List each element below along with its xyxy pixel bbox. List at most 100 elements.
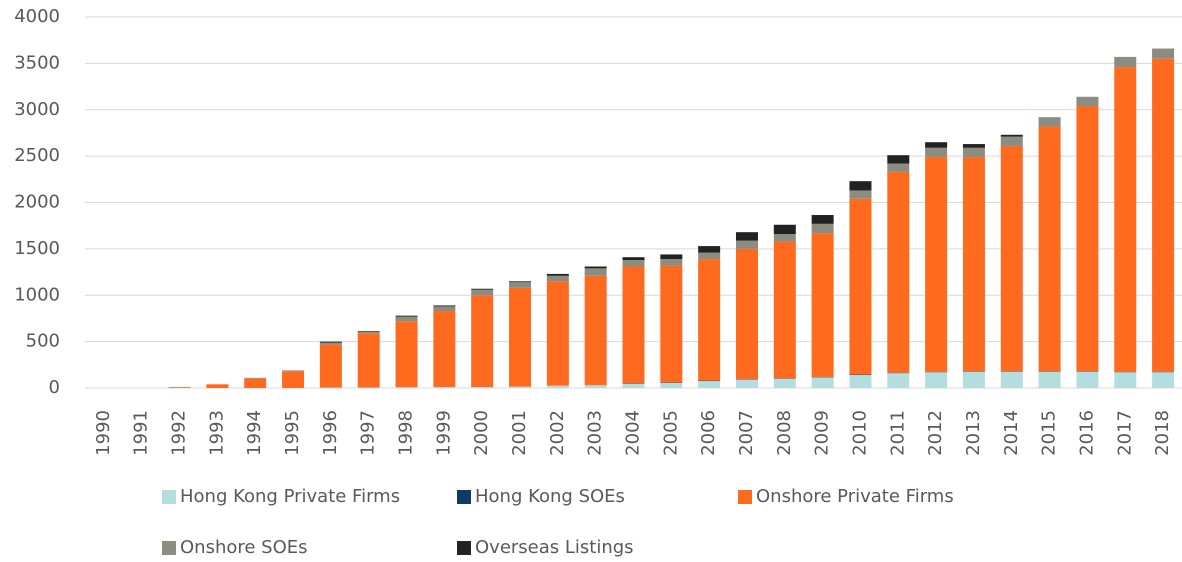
x-tick-label: 2016 xyxy=(1076,410,1097,456)
x-tick-label: 2008 xyxy=(774,410,795,456)
bar-segment xyxy=(660,265,683,383)
bar-segment xyxy=(282,370,305,372)
x-tick-label: 1997 xyxy=(358,410,379,456)
bar-segment xyxy=(925,142,948,148)
bar-segment xyxy=(433,387,456,388)
bar-segment xyxy=(698,252,721,260)
x-tick-label: 2012 xyxy=(925,410,946,456)
bar-segment xyxy=(471,289,494,296)
x-tick-label: 1994 xyxy=(244,410,265,456)
bar-segment xyxy=(698,246,721,253)
x-tick-label: 1991 xyxy=(131,410,152,456)
bar-segment xyxy=(584,275,607,386)
bar-segment xyxy=(1000,134,1023,137)
legend-swatch xyxy=(457,490,471,504)
bar-segment xyxy=(735,248,758,380)
bar-segment xyxy=(546,273,569,276)
x-tick-label: 2006 xyxy=(698,410,719,456)
legend-label: Hong Kong SOEs xyxy=(475,486,625,507)
bar-segment xyxy=(925,372,948,388)
bar-segment xyxy=(622,260,645,267)
bar-segment xyxy=(319,342,342,345)
bar-segment xyxy=(509,282,532,288)
bar-segment xyxy=(849,181,872,191)
bar-segment xyxy=(811,215,834,224)
bar-segment xyxy=(849,190,872,199)
bar-segment xyxy=(698,259,721,381)
legend-swatch xyxy=(738,490,752,504)
bar-segment xyxy=(1000,371,1023,388)
bar-segment xyxy=(509,281,532,283)
bar-segment xyxy=(773,234,796,242)
bar-segment xyxy=(471,387,494,388)
bar-segment xyxy=(811,233,834,377)
bar-segment xyxy=(811,377,834,388)
bar-segment xyxy=(660,254,683,260)
bar-segment xyxy=(849,375,872,388)
bar-segment xyxy=(509,287,532,387)
bar-segment xyxy=(433,305,456,307)
bar-segment xyxy=(357,333,380,388)
bar-segment xyxy=(887,155,910,164)
bar-segment xyxy=(622,257,645,261)
bar-segment xyxy=(471,295,494,388)
bar-segment xyxy=(433,311,456,388)
x-tick-label: 2014 xyxy=(1001,410,1022,456)
bar-segment xyxy=(319,341,342,343)
x-tick-label: 2000 xyxy=(471,410,492,456)
x-tick-label: 2001 xyxy=(509,410,530,456)
bar-segment xyxy=(773,224,796,235)
bar-segment xyxy=(1114,56,1137,68)
legend-swatch xyxy=(162,541,176,555)
bar-segment xyxy=(1114,372,1137,388)
legend-swatch xyxy=(457,541,471,555)
bar-segment xyxy=(357,331,380,334)
y-tick-label: 1500 xyxy=(14,238,60,259)
bar-segment xyxy=(1152,58,1175,372)
bar-segment xyxy=(887,163,910,172)
x-tick-label: 2011 xyxy=(887,410,908,456)
x-tick-label: 2017 xyxy=(1114,410,1135,456)
bar-segment xyxy=(773,241,796,379)
bar-segment xyxy=(1152,48,1175,59)
x-tick-label: 1993 xyxy=(206,410,227,456)
bar-segment xyxy=(1076,106,1099,372)
bar-segment xyxy=(471,288,494,290)
bar-segment xyxy=(849,198,872,375)
bar-segment xyxy=(622,383,645,388)
bar-segment xyxy=(698,381,721,388)
bar-segment xyxy=(244,378,267,388)
bar-segment xyxy=(925,147,948,158)
bar-segment xyxy=(887,171,910,373)
x-tick-label: 2005 xyxy=(660,410,681,456)
bar-segment xyxy=(1000,145,1023,372)
bar-segment xyxy=(395,321,418,388)
legend-swatch xyxy=(162,490,176,504)
bar-segment xyxy=(168,387,191,388)
y-tick-label: 1000 xyxy=(14,284,60,305)
bar-segment xyxy=(584,266,607,269)
bar-segment xyxy=(433,306,456,312)
bar-segment xyxy=(887,373,910,388)
bar-segment xyxy=(773,378,796,388)
x-tick-label: 2004 xyxy=(623,410,644,456)
bar-segment xyxy=(1038,117,1061,127)
x-tick-label: 1999 xyxy=(433,410,454,456)
bar-segment xyxy=(962,157,985,372)
bar-segment xyxy=(962,147,985,158)
bar-segment xyxy=(1076,371,1099,388)
bar-segment xyxy=(1038,371,1061,388)
legend-label: Overseas Listings xyxy=(475,537,634,558)
bar-segment xyxy=(395,316,418,322)
x-tick-label: 2018 xyxy=(1152,410,1173,456)
x-tick-label: 1990 xyxy=(93,410,114,456)
bar-segment xyxy=(1000,136,1023,146)
bar-segment xyxy=(962,371,985,388)
x-tick-label: 2002 xyxy=(547,410,568,456)
bar-segment xyxy=(206,384,229,388)
y-tick-label: 3500 xyxy=(14,52,60,73)
x-tick-label: 1992 xyxy=(169,410,190,456)
bar-segment xyxy=(1038,126,1061,372)
bar-segment xyxy=(1114,67,1137,372)
